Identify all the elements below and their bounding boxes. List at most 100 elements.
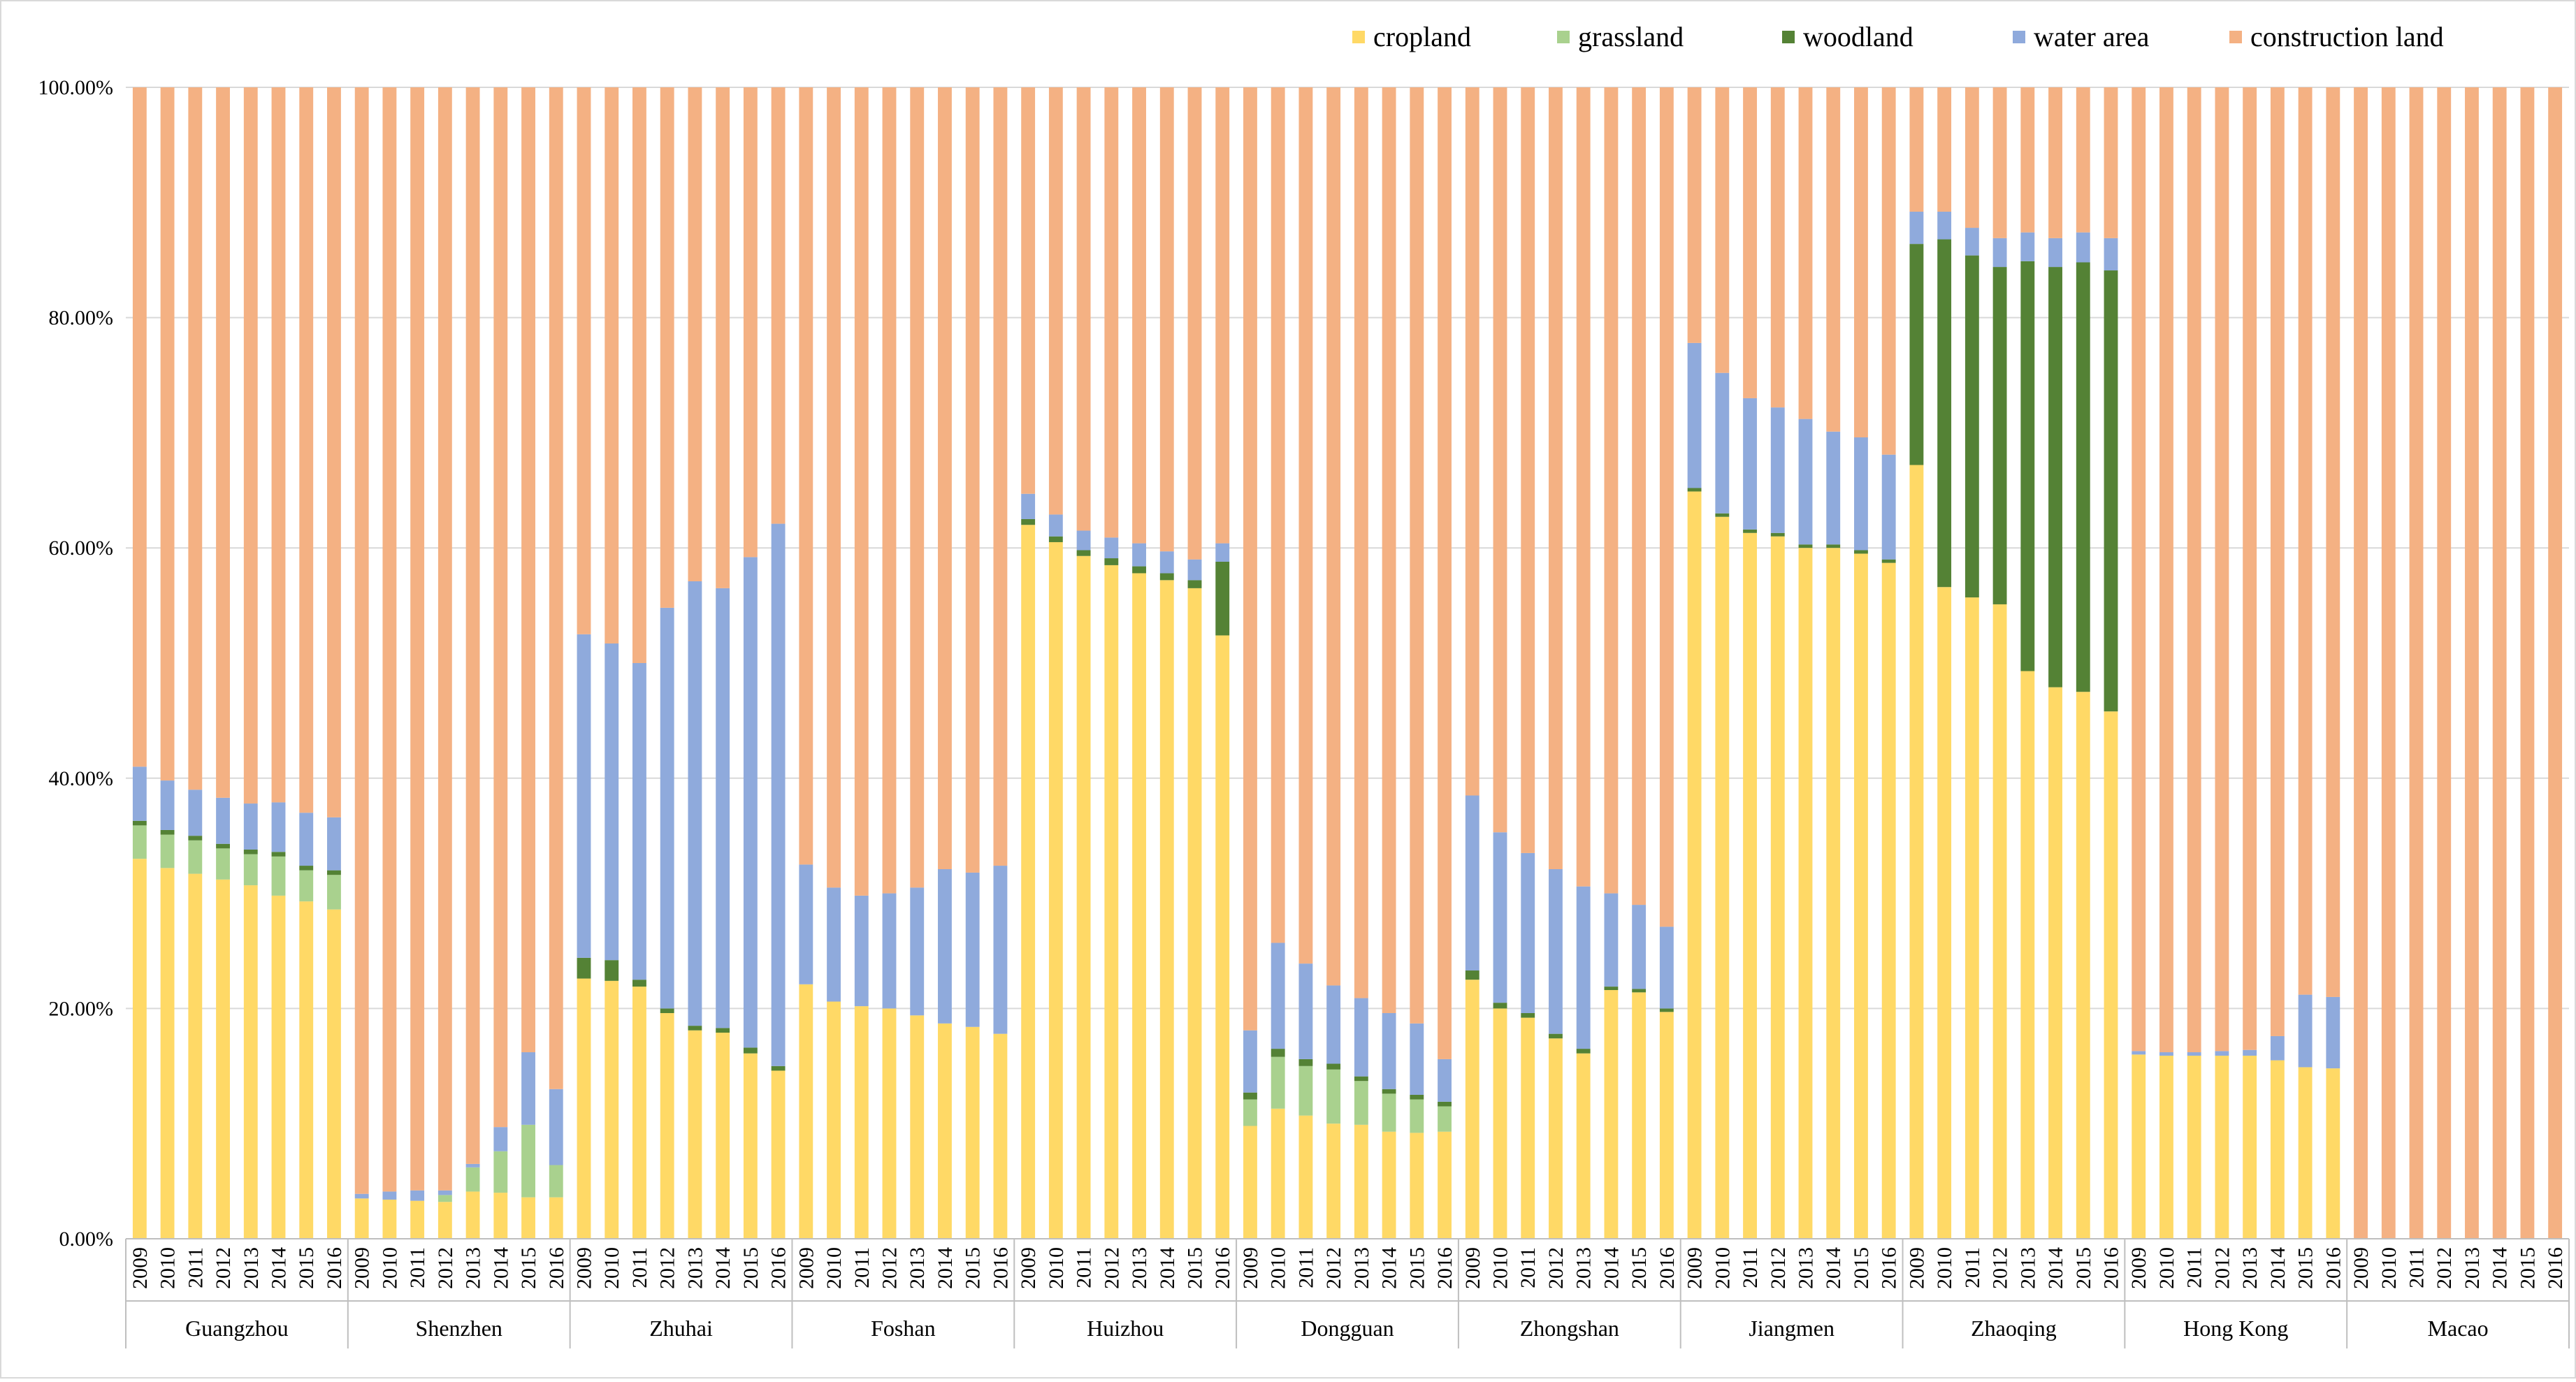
bar-segment-construction-land <box>2492 87 2507 1239</box>
bar-segment-water-area <box>132 766 147 821</box>
bar-segment-water-area <box>1076 530 1091 551</box>
bar-segment-woodland <box>2076 262 2090 692</box>
bar-segment-cropland <box>1521 1017 1535 1239</box>
bar-segment-water-area <box>1215 543 1230 562</box>
bar-segment-construction-land <box>660 87 674 608</box>
bar-segment-cropland <box>1743 532 1757 1239</box>
bar-segment-woodland <box>1632 989 1647 993</box>
bar-segment-water-area <box>577 634 591 958</box>
bar-segment-water-area <box>493 1127 508 1151</box>
bar-segment-cropland <box>243 885 258 1239</box>
bar-segment-water-area <box>827 887 841 1002</box>
bar-segment-cropland <box>1992 604 2007 1239</box>
legend-label: construction land <box>2250 21 2444 52</box>
bar-segment-water-area <box>1021 493 1036 519</box>
bar-segment-water-area <box>437 1190 452 1195</box>
x-tick-label-year: 2013 <box>240 1247 263 1289</box>
x-tick-label-year: 2013 <box>2238 1247 2262 1289</box>
bar-segment-cropland <box>2270 1060 2285 1239</box>
bar-segment-construction-land <box>2326 87 2340 997</box>
bar-segment-woodland <box>1382 1089 1396 1094</box>
bar-segment-cropland <box>1770 536 1785 1239</box>
x-tick-label-year: 2013 <box>1128 1247 1151 1289</box>
bar-segment-cropland <box>854 1006 869 1239</box>
bar-segment-construction-land <box>1215 87 1230 544</box>
bar-segment-construction-land <box>2298 87 2313 995</box>
x-tick-label-year: 2011 <box>628 1247 651 1288</box>
bar-segment-grassland <box>1298 1065 1313 1116</box>
bar-segment-water-area <box>271 802 286 852</box>
bar-segment-construction-land <box>2520 87 2535 1239</box>
bar-segment-woodland <box>1354 1076 1368 1082</box>
bar-segment-woodland <box>716 1028 730 1033</box>
x-tick-label-year: 2009 <box>1017 1247 1040 1289</box>
bar-segment-construction-land <box>1881 87 1896 455</box>
x-tick-label-year: 2015 <box>962 1247 985 1289</box>
bar-segment-cropland <box>1465 980 1479 1239</box>
x-tick-label-year: 2016 <box>2100 1247 2123 1289</box>
bar-segment-construction-land <box>1798 87 1813 419</box>
bar-segment-cropland <box>1632 992 1647 1239</box>
bar-segment-grassland <box>188 840 203 874</box>
bar-segment-water-area <box>2270 1035 2285 1061</box>
bar-segment-water-area <box>243 803 258 850</box>
x-tick-label-year: 2013 <box>1795 1247 1818 1289</box>
bar-segment-cropland <box>1382 1131 1396 1239</box>
bar-segment-grassland <box>521 1124 535 1198</box>
bar-segment-woodland <box>1909 244 1924 465</box>
bar-segment-water-area <box>160 780 175 830</box>
bar-segment-construction-land <box>716 87 730 588</box>
bar-segment-woodland <box>1021 519 1036 525</box>
x-tick-label-year: 2010 <box>2155 1247 2178 1289</box>
bar-segment-woodland <box>1964 255 1979 598</box>
bar-segment-cropland <box>1159 580 1174 1239</box>
bar-segment-woodland <box>1715 513 1730 517</box>
x-tick-label-year: 2012 <box>2210 1247 2234 1289</box>
bar-segment-water-area <box>1770 407 1785 533</box>
bar-segment-cropland <box>1187 588 1202 1239</box>
bar-segment-construction-land <box>688 87 702 581</box>
bar-segment-woodland <box>1243 1092 1257 1100</box>
bar-segment-cropland <box>1298 1115 1313 1239</box>
x-tick-label-year: 2011 <box>1961 1247 1984 1288</box>
bar-segment-woodland <box>216 843 230 849</box>
x-tick-label-year: 2014 <box>1600 1247 1623 1289</box>
bar-segment-cropland <box>938 1023 952 1239</box>
bar-segment-construction-land <box>382 87 397 1192</box>
bar-segment-woodland <box>1298 1059 1313 1066</box>
legend: cropland grassland woodland water area const… <box>1352 21 2444 52</box>
bar-segment-water-area <box>993 866 1008 1034</box>
bar-segment-water-area <box>1632 905 1647 989</box>
bar-segment-construction-land <box>2409 87 2424 1239</box>
bar-segment-cropland <box>1021 525 1036 1239</box>
bar-segment-grassland <box>493 1151 508 1193</box>
x-tick-label-year: 2012 <box>1989 1247 2012 1289</box>
bar-segment-woodland <box>1326 1063 1341 1070</box>
bar-segment-construction-land <box>243 87 258 804</box>
x-category-label-city: Shenzhen <box>416 1316 502 1341</box>
bar-segment-cropland <box>160 868 175 1239</box>
bar-segment-water-area <box>1549 868 1563 1034</box>
axes: 0.00% 20.00% 40.00% 60.00% 80.00% 100.00% 2009… <box>38 76 2570 1348</box>
x-tick-label-year: 2009 <box>2127 1247 2150 1289</box>
bar-segment-construction-land <box>327 87 341 817</box>
x-tick-label-year: 2015 <box>517 1247 540 1289</box>
x-tick-label-year: 2016 <box>323 1247 346 1289</box>
bar-segment-cropland <box>1354 1124 1368 1239</box>
legend-swatch <box>1352 31 1365 43</box>
bar-segment-construction-land <box>1743 87 1757 398</box>
x-tick-label-year: 2016 <box>767 1247 790 1289</box>
bar-segment-construction-land <box>1271 87 1285 943</box>
bar-segment-grassland <box>437 1195 452 1202</box>
bar-segment-cropland <box>1215 635 1230 1239</box>
y-tick-label: 0.00% <box>59 1228 114 1251</box>
x-tick-label-year: 2014 <box>1822 1247 1845 1289</box>
bar-segment-construction-land <box>132 87 147 767</box>
bar-segment-construction-land <box>1992 87 2007 238</box>
bar-segment-water-area <box>2159 1052 2173 1056</box>
bar-segment-water-area <box>910 887 925 1016</box>
bar-segment-water-area <box>965 872 980 1027</box>
x-tick-label-year: 2014 <box>489 1247 512 1289</box>
bar-segment-cropland <box>1576 1053 1591 1239</box>
bar-segment-water-area <box>771 523 786 1066</box>
